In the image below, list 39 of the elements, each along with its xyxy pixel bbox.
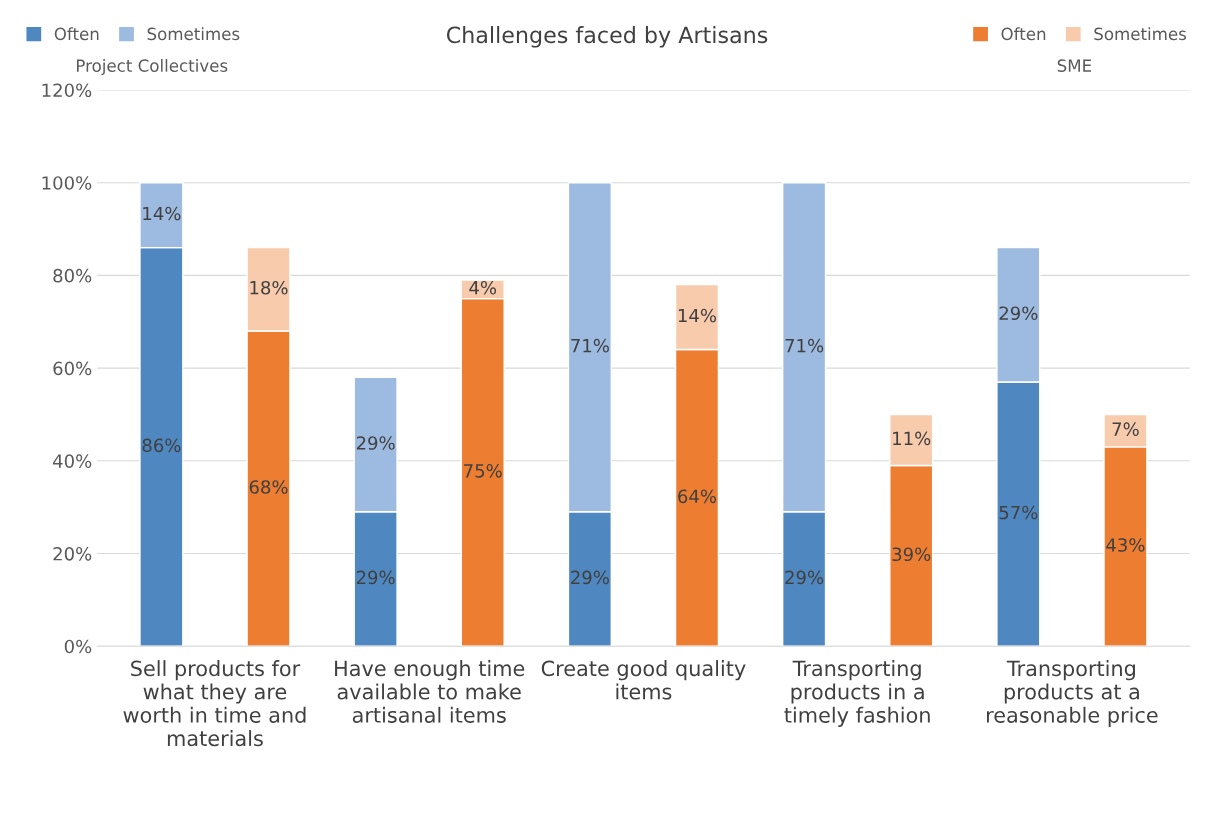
x-tick-label: Create good quality items bbox=[541, 660, 746, 700]
data-label: 29% bbox=[356, 436, 395, 450]
legend-label: Often bbox=[54, 27, 99, 41]
x-tick-label: Sell products for what they are worth in time and materials bbox=[123, 660, 306, 747]
data-label: 29% bbox=[999, 306, 1038, 321]
x-tick-label: Transporting products at a reasonable price bbox=[987, 660, 1158, 727]
data-label: 29% bbox=[356, 570, 395, 585]
legend-label: Often bbox=[1001, 27, 1046, 41]
data-label: 64% bbox=[678, 489, 717, 504]
data-label: 39% bbox=[892, 547, 931, 562]
chart-title: Challenges faced by Artisans bbox=[446, 26, 768, 48]
x-tick-label: Have enough time available to make artisanal items bbox=[335, 660, 525, 723]
data-label: 29% bbox=[571, 570, 609, 585]
text: Project Collectives bbox=[76, 59, 228, 76]
text: SME bbox=[1057, 59, 1092, 72]
data-label: 14% bbox=[143, 206, 181, 221]
data-label: 11% bbox=[893, 431, 931, 446]
data-label: 43% bbox=[1106, 538, 1145, 552]
data-label: 7% bbox=[1112, 422, 1139, 436]
data-label: 71% bbox=[785, 338, 824, 353]
data-label: 18% bbox=[250, 280, 288, 295]
x-tick-label: Transporting products in a timely fashion bbox=[784, 660, 930, 727]
data-label: 57% bbox=[999, 505, 1038, 520]
y-tick-label: 40% bbox=[53, 454, 92, 468]
legend-label: Sometimes bbox=[147, 27, 240, 41]
data-label: 75% bbox=[464, 463, 502, 478]
y-tick-label: 20% bbox=[53, 546, 92, 561]
data-label: 4% bbox=[469, 280, 497, 295]
legend-label: Sometimes bbox=[1094, 27, 1187, 41]
y-tick-label: 0% bbox=[64, 639, 92, 654]
data-label: 14% bbox=[678, 308, 717, 323]
y-tick-label: 100% bbox=[42, 176, 92, 190]
y-tick-label: 60% bbox=[53, 361, 92, 376]
data-label: 68% bbox=[249, 480, 288, 494]
data-label: 29% bbox=[785, 570, 824, 585]
y-tick-label: 120% bbox=[42, 83, 92, 98]
y-tick-label: 80% bbox=[53, 268, 92, 283]
data-label: 86% bbox=[142, 438, 181, 453]
data-label: 71% bbox=[571, 338, 609, 353]
